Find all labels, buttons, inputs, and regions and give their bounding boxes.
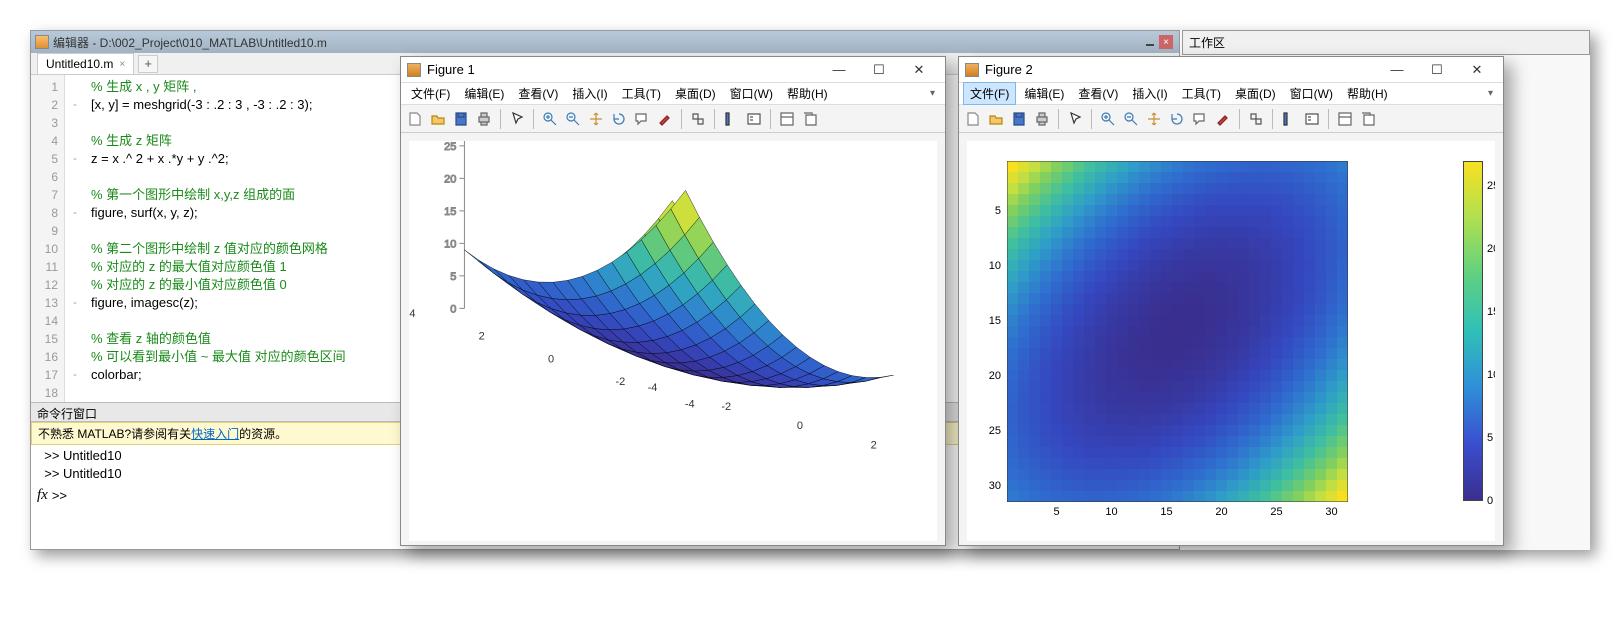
fx-icon[interactable]: fx	[37, 487, 48, 504]
svg-text:-4: -4	[648, 382, 658, 394]
tab-close-icon[interactable]: ×	[119, 59, 125, 70]
menu-item[interactable]: 插入(I)	[566, 83, 613, 104]
brush-icon[interactable]	[655, 109, 675, 129]
figure2-toolbar[interactable]	[959, 105, 1503, 133]
matlab-icon	[407, 63, 421, 77]
menu-item[interactable]: 插入(I)	[1126, 83, 1173, 104]
svg-text:20: 20	[444, 173, 456, 185]
pointer-icon[interactable]	[507, 109, 527, 129]
dock-icon[interactable]	[777, 109, 797, 129]
legend-icon[interactable]	[744, 109, 764, 129]
fold-column[interactable]: - - - - -	[65, 75, 85, 402]
menu-item[interactable]: 工具(T)	[1176, 83, 1227, 104]
svg-text:-2: -2	[721, 401, 731, 413]
pan-icon[interactable]	[586, 109, 606, 129]
link-icon[interactable]	[688, 109, 708, 129]
print-icon[interactable]	[474, 109, 494, 129]
colorbar-icon[interactable]	[1279, 109, 1299, 129]
figure1-toolbar[interactable]	[401, 105, 945, 133]
figure2-window: Figure 2 — ☐ ✕ 文件(F)编辑(E)查看(V)插入(I)工具(T)…	[958, 56, 1504, 546]
menu-item[interactable]: 文件(F)	[963, 82, 1016, 105]
svg-text:10: 10	[444, 238, 456, 250]
pointer-icon[interactable]	[1065, 109, 1085, 129]
close-button[interactable]: ×	[1159, 35, 1173, 49]
figure2-canvas[interactable]: 51015202530510152025300510152025	[967, 141, 1495, 541]
editor-title: 编辑器 - D:\002_Project\010_MATLAB\Untitled…	[53, 34, 327, 51]
new-file-icon[interactable]	[405, 109, 425, 129]
svg-text:0: 0	[450, 303, 456, 315]
minimize-button[interactable]: —	[1377, 58, 1417, 82]
svg-text:2: 2	[871, 439, 877, 451]
minimize-button[interactable]: —	[819, 58, 859, 82]
line-gutter: 123456789101112131415161718	[31, 75, 65, 402]
svg-text:2: 2	[479, 331, 485, 343]
svg-text:0: 0	[548, 353, 554, 365]
maximize-button[interactable]: ☐	[859, 58, 899, 82]
zoom-out-icon[interactable]	[1121, 109, 1141, 129]
menu-item[interactable]: 桌面(D)	[669, 83, 722, 104]
save-icon[interactable]	[1009, 109, 1029, 129]
svg-text:-2: -2	[615, 376, 625, 388]
zoom-in-icon[interactable]	[540, 109, 560, 129]
dock-icon[interactable]	[1335, 109, 1355, 129]
svg-text:5: 5	[450, 271, 456, 283]
editor-titlebar[interactable]: 编辑器 - D:\002_Project\010_MATLAB\Untitled…	[31, 31, 1179, 53]
editor-icon	[35, 35, 49, 49]
figure2-menubar[interactable]: 文件(F)编辑(E)查看(V)插入(I)工具(T)桌面(D)窗口(W)帮助(H)…	[959, 83, 1503, 105]
svg-text:-4: -4	[685, 398, 695, 410]
editor-tab[interactable]: Untitled10.m ×	[37, 53, 134, 74]
figure2-titlebar[interactable]: Figure 2 — ☐ ✕	[959, 57, 1503, 83]
svg-text:4: 4	[409, 308, 415, 320]
menu-item[interactable]: 文件(F)	[405, 83, 456, 104]
workspace-panel[interactable]: 工作区	[1182, 30, 1590, 55]
print-icon[interactable]	[1032, 109, 1052, 129]
new-file-icon[interactable]	[963, 109, 983, 129]
undock-icon[interactable]	[1358, 109, 1378, 129]
menu-item[interactable]: 查看(V)	[512, 83, 564, 104]
menu-item[interactable]: 工具(T)	[616, 83, 667, 104]
save-icon[interactable]	[451, 109, 471, 129]
figure1-menubar[interactable]: 文件(F)编辑(E)查看(V)插入(I)工具(T)桌面(D)窗口(W)帮助(H)…	[401, 83, 945, 105]
close-button[interactable]: ✕	[899, 58, 939, 82]
open-icon[interactable]	[428, 109, 448, 129]
colorbar-icon[interactable]	[721, 109, 741, 129]
menu-item[interactable]: 帮助(H)	[781, 83, 834, 104]
menu-item[interactable]: 窗口(W)	[724, 83, 779, 104]
pan-icon[interactable]	[1144, 109, 1164, 129]
undock-icon[interactable]	[800, 109, 820, 129]
zoom-out-icon[interactable]	[563, 109, 583, 129]
brush-icon[interactable]	[1213, 109, 1233, 129]
datatip-icon[interactable]	[1190, 109, 1210, 129]
workspace-title: 工作区	[1189, 36, 1225, 50]
figure1-title: Figure 1	[427, 62, 475, 77]
menu-item[interactable]: 桌面(D)	[1229, 83, 1282, 104]
figure2-title: Figure 2	[985, 62, 1033, 77]
matlab-icon	[965, 63, 979, 77]
figure1-titlebar[interactable]: Figure 1 — ☐ ✕	[401, 57, 945, 83]
link-icon[interactable]	[1246, 109, 1266, 129]
close-button[interactable]: ✕	[1457, 58, 1497, 82]
menu-item[interactable]: 编辑(E)	[1018, 83, 1070, 104]
new-tab-button[interactable]: +	[138, 55, 158, 73]
svg-text:0: 0	[797, 420, 803, 432]
datatip-icon[interactable]	[632, 109, 652, 129]
zoom-in-icon[interactable]	[1098, 109, 1118, 129]
quickstart-link[interactable]: 快速入门	[191, 427, 239, 441]
figure1-window: Figure 1 — ☐ ✕ 文件(F)编辑(E)查看(V)插入(I)工具(T)…	[400, 56, 946, 546]
rotate-icon[interactable]	[1167, 109, 1187, 129]
svg-text:15: 15	[444, 206, 456, 218]
tab-label: Untitled10.m	[46, 57, 113, 71]
figure1-canvas[interactable]: 051015202530-4-2024-4-2024	[409, 141, 937, 541]
minimize-button[interactable]	[1143, 35, 1157, 49]
menu-item[interactable]: 窗口(W)	[1284, 83, 1339, 104]
menu-item[interactable]: 帮助(H)	[1341, 83, 1394, 104]
legend-icon[interactable]	[1302, 109, 1322, 129]
maximize-button[interactable]: ☐	[1417, 58, 1457, 82]
open-icon[interactable]	[986, 109, 1006, 129]
svg-text:25: 25	[444, 141, 456, 153]
menu-item[interactable]: 编辑(E)	[458, 83, 510, 104]
rotate-icon[interactable]	[609, 109, 629, 129]
menu-item[interactable]: 查看(V)	[1072, 83, 1124, 104]
